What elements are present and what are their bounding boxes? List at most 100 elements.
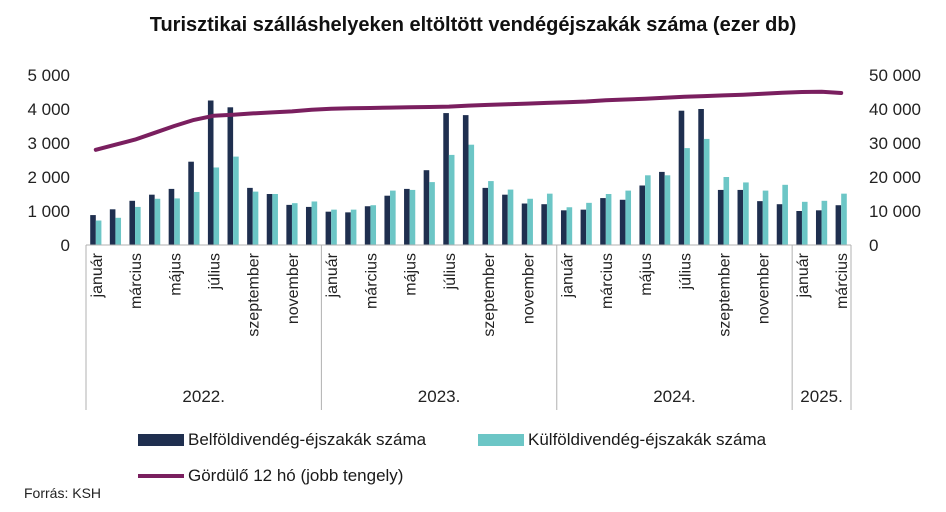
bar-domestic <box>345 212 351 245</box>
right-axis-tick: 20 000 <box>869 168 921 187</box>
x-tick-label: május <box>403 253 420 296</box>
x-tick-label: szeptember <box>717 252 734 336</box>
bar-foreign <box>272 194 278 245</box>
bar-domestic <box>207 100 214 245</box>
left-axis-tick: 2 000 <box>27 168 70 187</box>
x-tick-label: július <box>442 253 459 290</box>
bar-foreign <box>154 198 161 245</box>
left-axis-tick: 3 000 <box>27 134 70 153</box>
bar-foreign <box>684 148 690 245</box>
year-label: 2025. <box>800 387 843 406</box>
bar-domestic <box>188 161 194 245</box>
bar-domestic <box>404 188 410 245</box>
x-tick-label: május <box>167 253 184 296</box>
bar-foreign <box>801 201 808 245</box>
bar-foreign <box>448 154 455 245</box>
legend-swatch-foreign <box>478 434 524 446</box>
bar-domestic <box>247 187 253 245</box>
bar-foreign <box>350 209 357 245</box>
legend-swatch-domestic <box>138 434 184 446</box>
bar-foreign <box>507 189 514 245</box>
bar-foreign <box>625 190 632 245</box>
bar-domestic <box>482 187 489 245</box>
bar-domestic <box>502 194 508 245</box>
bar-foreign <box>468 144 475 245</box>
year-label: 2023. <box>418 387 461 406</box>
bar-domestic <box>266 194 273 245</box>
right-axis-tick: 30 000 <box>869 134 921 153</box>
x-tick-label: március <box>599 253 616 309</box>
bar-domestic <box>737 189 744 245</box>
bar-domestic <box>384 195 391 245</box>
bar-foreign <box>311 201 318 245</box>
bar-foreign <box>703 138 710 245</box>
bar-domestic <box>423 170 430 245</box>
bar-foreign <box>664 175 671 245</box>
bar-domestic <box>364 206 371 245</box>
bar-domestic <box>443 113 449 245</box>
legend-swatch-rolling <box>138 474 184 478</box>
bar-foreign <box>841 193 847 245</box>
x-tick-label: november <box>285 252 302 324</box>
bar-domestic <box>776 204 783 245</box>
bar-foreign <box>135 206 141 245</box>
x-tick-label: január <box>560 252 577 298</box>
x-tick-label: július <box>677 253 694 290</box>
bar-domestic <box>639 185 646 245</box>
legend-label-rolling: Gördülő 12 hó (jobb tengely) <box>188 466 404 485</box>
bar-domestic <box>698 109 704 245</box>
bar-domestic <box>600 198 606 245</box>
chart-title: Turisztikai szálláshelyeken eltöltött ve… <box>149 14 797 36</box>
bar-domestic <box>560 210 567 245</box>
bar-foreign <box>233 156 239 245</box>
bar-foreign <box>213 167 220 245</box>
bar-foreign <box>605 194 612 245</box>
bar-domestic <box>659 171 665 245</box>
bar-foreign <box>115 217 122 245</box>
x-tick-label: január <box>324 252 341 298</box>
legend-label-domestic: Belföldivendég-éjszakák száma <box>188 430 427 449</box>
left-axis-tick: 4 000 <box>27 100 70 119</box>
bar-foreign <box>370 205 377 245</box>
bar-domestic <box>757 201 763 245</box>
bar-domestic <box>462 115 469 246</box>
legend-item-domestic: Belföldivendég-éjszakák száma <box>138 430 426 450</box>
x-tick-label: május <box>638 253 655 296</box>
bar-domestic <box>835 205 842 245</box>
bar-foreign <box>390 190 396 245</box>
bar-foreign <box>566 207 573 245</box>
bar-domestic <box>129 200 136 245</box>
bar-foreign <box>723 177 730 245</box>
source-note: Forrás: KSH <box>24 485 102 501</box>
bar-foreign <box>821 200 828 245</box>
bar-domestic <box>109 209 116 245</box>
x-tick-label: szeptember <box>246 252 263 336</box>
legend-item-rolling: Gördülő 12 hó (jobb tengely) <box>138 466 403 486</box>
right-axis-tick: 50 000 <box>869 66 921 85</box>
bar-foreign <box>762 190 769 245</box>
x-tick-label: március <box>834 253 851 309</box>
bar-foreign <box>95 220 102 245</box>
bar-foreign <box>488 181 494 245</box>
legend-item-foreign: Külföldivendég-éjszakák száma <box>478 430 766 450</box>
bar-foreign <box>743 182 749 245</box>
legend-label-foreign: Külföldivendég-éjszakák száma <box>528 430 767 449</box>
bar-foreign <box>174 198 180 245</box>
bar-domestic <box>325 211 332 245</box>
bar-domestic <box>717 189 724 245</box>
bar-foreign <box>291 203 298 245</box>
bar-domestic <box>149 194 155 245</box>
bar-foreign <box>193 191 200 245</box>
year-label: 2022. <box>182 387 225 406</box>
bar-domestic <box>168 188 175 245</box>
bar-domestic <box>796 211 802 245</box>
bar-domestic <box>521 203 528 245</box>
left-axis-tick: 0 <box>61 236 70 255</box>
right-axis-tick: 0 <box>869 236 878 255</box>
bar-domestic <box>305 206 312 245</box>
bar-foreign <box>409 189 416 245</box>
bar-domestic <box>227 107 234 245</box>
bar-domestic <box>678 110 685 245</box>
x-tick-label: január <box>795 252 812 298</box>
